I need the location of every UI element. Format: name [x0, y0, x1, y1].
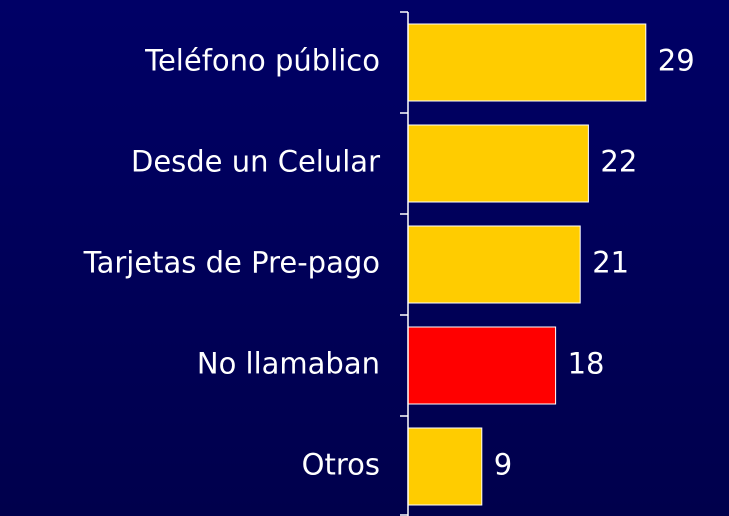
value-label: 18 [568, 347, 605, 381]
value-label: 29 [658, 44, 695, 78]
bar [407, 23, 647, 102]
value-label: 21 [592, 246, 629, 280]
category-label: No llamaban [197, 347, 380, 381]
category-label: Otros [302, 448, 380, 482]
category-label: Desde un Celular [131, 145, 380, 179]
bar [407, 427, 483, 506]
bar [407, 225, 581, 304]
category-label: Tarjetas de Pre-pago [83, 246, 380, 280]
bar [407, 326, 557, 405]
bar [407, 124, 589, 203]
category-label: Teléfono público [144, 44, 380, 78]
value-label: 9 [494, 448, 512, 482]
value-label: 22 [600, 145, 637, 179]
